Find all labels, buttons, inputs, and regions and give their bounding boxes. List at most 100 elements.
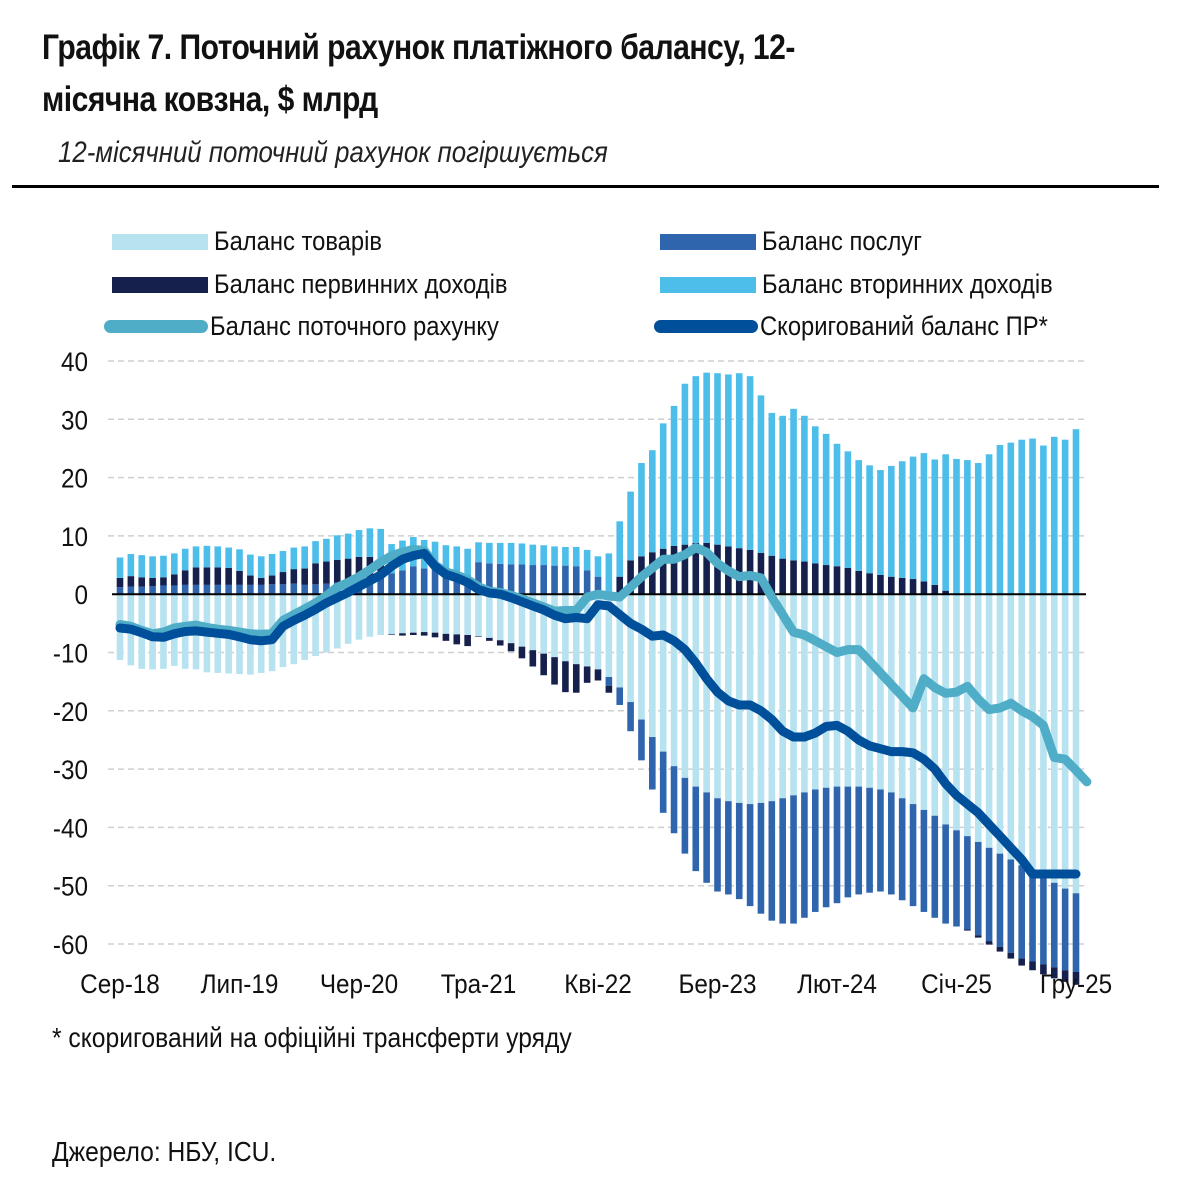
bar-goods	[779, 594, 786, 799]
bar-services	[974, 841, 982, 936]
bar-services	[1072, 893, 1080, 972]
bar-primary-income	[551, 657, 558, 685]
y-tick-label: -20	[53, 698, 88, 727]
bar-primary-income	[1050, 967, 1058, 979]
bar-primary-income	[572, 664, 580, 693]
bar-primary-income	[888, 576, 895, 595]
bar-secondary-income	[138, 555, 146, 578]
bar-goods	[1029, 594, 1036, 872]
bar-secondary-income	[551, 546, 558, 566]
bar-services	[192, 584, 200, 595]
bar-primary-income	[127, 576, 135, 587]
bar-secondary-income	[1040, 445, 1047, 595]
bar-primary-income	[659, 548, 667, 595]
legend-item-adjusted-ca[interactable]: Скоригований баланс ПР*	[654, 311, 1087, 342]
bar-primary-income	[692, 542, 700, 595]
line-current-account	[115, 543, 1092, 787]
bar-services	[1018, 865, 1025, 959]
bar-secondary-income	[268, 553, 276, 576]
bar-services	[801, 792, 808, 918]
bar-secondary-income	[768, 412, 776, 556]
bar-services	[714, 798, 721, 892]
chart-subtitle: 12-місячний поточний рахунок погіршуєтьс…	[58, 136, 608, 169]
bar-services	[1050, 882, 1058, 968]
bar-secondary-income	[703, 372, 710, 543]
bar-primary-income	[898, 577, 906, 595]
bar-secondary-income	[442, 545, 450, 572]
bar-primary-income	[1018, 958, 1025, 966]
bar-services	[768, 801, 776, 921]
bar-primary-income	[388, 634, 395, 636]
bar-services	[257, 584, 265, 595]
bar-primary-income	[996, 946, 1004, 952]
bar-secondary-income	[475, 542, 482, 563]
legend-item-services[interactable]: Баланс послуг	[660, 226, 944, 257]
bar-primary-income	[627, 560, 634, 595]
bar-services	[486, 563, 493, 595]
bar-services	[931, 815, 939, 918]
bar-primary-income	[909, 579, 917, 595]
bar-primary-income	[768, 555, 776, 595]
bar-services	[757, 802, 765, 914]
bar-secondary-income	[844, 451, 852, 568]
bar-primary-income	[420, 632, 428, 636]
bar-services	[388, 573, 395, 595]
bar-secondary-income	[877, 470, 884, 575]
bar-goods	[453, 594, 461, 635]
bar-services	[181, 584, 189, 595]
bar-primary-income	[1061, 970, 1069, 982]
bar-primary-income	[247, 575, 254, 585]
bar-primary-income	[833, 566, 841, 595]
y-tick-label: -60	[53, 931, 88, 960]
bar-secondary-income	[985, 454, 993, 595]
legend-item-secondary-income[interactable]: Баланс вторинних доходів	[660, 269, 1092, 300]
bar-services	[605, 676, 613, 686]
bar-secondary-income	[594, 556, 602, 577]
bar-primary-income	[431, 632, 439, 638]
bar-goods	[844, 594, 852, 787]
bar-goods	[475, 594, 482, 637]
bar-services	[453, 573, 461, 595]
bar-services	[171, 585, 178, 595]
bar-services	[518, 564, 526, 595]
bar-goods	[985, 594, 993, 848]
bar-primary-income	[931, 584, 939, 595]
bar-services	[649, 737, 656, 790]
bar-goods	[442, 594, 450, 634]
bar-services	[844, 786, 852, 898]
bar-services	[399, 570, 406, 595]
bar-goods	[605, 594, 613, 677]
bar-goods	[833, 594, 841, 787]
legend-label-adjusted-ca: Скоригований баланс ПР*	[760, 311, 1048, 341]
x-tick-label: Тра-21	[441, 970, 517, 999]
bar-goods	[540, 594, 547, 654]
bar-secondary-income	[746, 376, 754, 550]
bar-services	[1029, 871, 1036, 962]
bar-primary-income	[703, 542, 710, 595]
bar-primary-income	[268, 575, 276, 585]
bar-primary-income	[410, 632, 417, 636]
bar-goods	[638, 594, 645, 720]
bar-primary-income	[1072, 971, 1080, 985]
legend-item-goods[interactable]: Баланс товарів	[112, 226, 405, 257]
bar-secondary-income	[572, 546, 580, 567]
bar-secondary-income	[540, 545, 547, 566]
bar-services	[127, 586, 135, 595]
x-tick-label: Сер-18	[80, 970, 160, 999]
bar-services	[203, 584, 211, 595]
bar-primary-income	[116, 577, 124, 588]
bar-primary-income	[540, 653, 547, 676]
bar-services	[735, 802, 743, 900]
bar-secondary-income	[735, 373, 743, 549]
bar-primary-income	[203, 567, 211, 585]
bar-primary-income	[475, 636, 482, 637]
legend-label-current-account: Баланс поточного рахунку	[210, 311, 499, 341]
bar-secondary-income	[507, 542, 515, 565]
bar-primary-income	[1040, 964, 1047, 975]
bar-secondary-income	[1061, 439, 1069, 595]
bar-secondary-income	[127, 553, 135, 577]
bar-goods	[388, 594, 395, 635]
legend-item-primary-income[interactable]: Баланс первинних доходів	[112, 269, 548, 300]
bar-goods	[801, 594, 808, 793]
legend-item-current-account[interactable]: Баланс поточного рахунку	[104, 311, 538, 342]
